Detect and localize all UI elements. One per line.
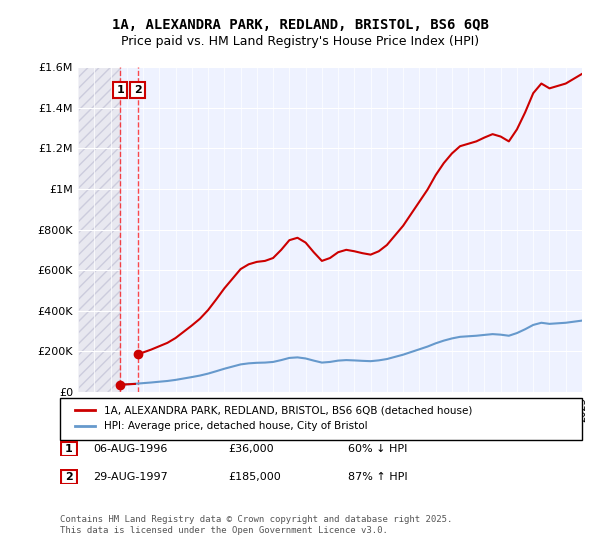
Text: 1A, ALEXANDRA PARK, REDLAND, BRISTOL, BS6 6QB: 1A, ALEXANDRA PARK, REDLAND, BRISTOL, BS… bbox=[112, 18, 488, 32]
Text: 87% ↑ HPI: 87% ↑ HPI bbox=[348, 472, 407, 482]
Text: 60% ↓ HPI: 60% ↓ HPI bbox=[348, 444, 407, 454]
Text: 29-AUG-1997: 29-AUG-1997 bbox=[93, 472, 168, 482]
Text: £185,000: £185,000 bbox=[228, 472, 281, 482]
Text: 06-AUG-1996: 06-AUG-1996 bbox=[93, 444, 167, 454]
Text: £36,000: £36,000 bbox=[228, 444, 274, 454]
Text: Price paid vs. HM Land Registry's House Price Index (HPI): Price paid vs. HM Land Registry's House … bbox=[121, 35, 479, 49]
FancyBboxPatch shape bbox=[61, 441, 77, 456]
Text: 1: 1 bbox=[65, 444, 73, 454]
Legend: 1A, ALEXANDRA PARK, REDLAND, BRISTOL, BS6 6QB (detached house), HPI: Average pri: 1A, ALEXANDRA PARK, REDLAND, BRISTOL, BS… bbox=[70, 402, 476, 435]
Text: Contains HM Land Registry data © Crown copyright and database right 2025.
This d: Contains HM Land Registry data © Crown c… bbox=[60, 515, 452, 535]
FancyBboxPatch shape bbox=[61, 469, 77, 484]
Text: 1: 1 bbox=[116, 85, 124, 95]
Bar bbox=[78, 67, 120, 392]
FancyBboxPatch shape bbox=[60, 398, 582, 440]
Text: 2: 2 bbox=[134, 85, 142, 95]
Text: 2: 2 bbox=[65, 472, 73, 482]
